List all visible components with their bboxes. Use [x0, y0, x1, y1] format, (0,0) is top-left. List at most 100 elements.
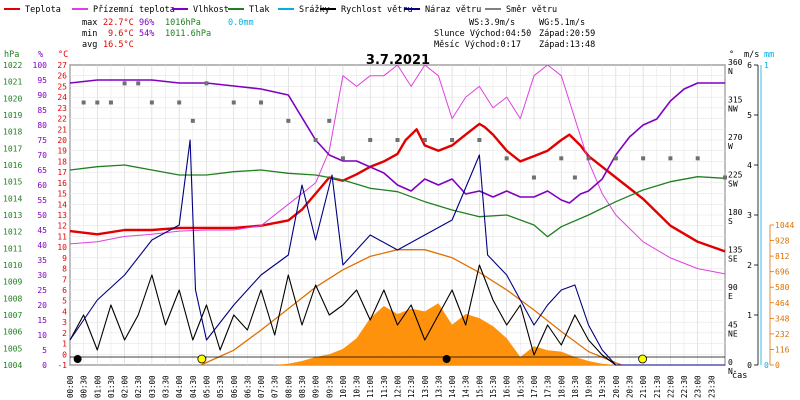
tick-label-time: 10:30	[353, 375, 362, 398]
tick-label-temp: 18	[57, 157, 67, 166]
tick-label-time: 22:00	[666, 375, 675, 398]
tick-label-pct: 45	[37, 226, 47, 235]
tick-label-hpa: 1008	[3, 294, 22, 303]
tick-label-pct: 55	[37, 196, 47, 205]
wind-direction-point	[450, 138, 455, 142]
moonset-marker	[442, 355, 451, 363]
tick-label-time: 15:30	[489, 375, 498, 398]
stat-ws: WS:3.9m/s	[469, 18, 515, 28]
tick-label-dir-compass: N	[728, 367, 733, 376]
tick-label-hpa: 1015	[3, 178, 22, 187]
tick-label-dir: 90	[728, 283, 738, 292]
sunset-marker	[638, 354, 647, 364]
wind-direction-point	[204, 81, 209, 86]
legend-label: Náraz větru	[425, 5, 481, 15]
legend-label: Vlhkost	[193, 5, 229, 15]
tick-label-time: 19:30	[598, 375, 607, 398]
tick-label-rad: 580	[775, 283, 790, 292]
moonrise-marker	[73, 355, 82, 363]
wind-direction-point	[327, 118, 332, 123]
tick-label-dir-compass: SW	[728, 180, 738, 189]
tick-label-time: 00:00	[66, 375, 75, 398]
tick-label-rad: 812	[775, 252, 790, 261]
tick-label-temp: 1	[62, 340, 67, 349]
tick-label-time: 09:00	[312, 375, 321, 398]
tick-label-time: 22:30	[680, 375, 689, 398]
stat-precip: 0.0mm	[228, 18, 254, 28]
tick-label-hpa: 1022	[3, 61, 22, 70]
tick-label-temp: 0	[62, 350, 67, 359]
tick-label-hpa: 1021	[3, 78, 22, 87]
tick-label-rad: 232	[775, 330, 790, 339]
tick-label-temp: 4	[62, 307, 67, 316]
unit-hpa: hPa	[4, 50, 19, 60]
tick-label-time: 23:30	[707, 375, 716, 398]
tick-label-time: 11:00	[366, 375, 375, 398]
legend: Teplota Přízemní teplota Vlhkost Tlak Srážky…	[4, 5, 557, 15]
tick-label-time: 10:00	[339, 375, 348, 398]
stat-max-press: 1016hPa	[165, 18, 201, 28]
tick-label-time: 18:00	[557, 375, 566, 398]
stat-min-hum: 54%	[139, 29, 154, 39]
tick-label-temp: 8	[62, 265, 67, 274]
tick-label-pct: 15	[37, 316, 47, 325]
tick-label-pct: 40	[37, 241, 47, 250]
axis-ms: 0 1 2 3 4 5 6	[747, 61, 759, 370]
unit-dir: °	[729, 50, 734, 60]
wind-direction-point	[559, 156, 564, 161]
tick-label-hpa: 1007	[3, 311, 22, 320]
tick-label-temp: 27	[57, 61, 67, 70]
tick-label-time: 16:00	[503, 375, 512, 398]
tick-label-ms: 1	[747, 311, 752, 320]
tick-label-temp: 14	[57, 200, 67, 209]
tick-label-hpa: 1018	[3, 128, 22, 137]
tick-label-hpa: 1005	[3, 344, 22, 353]
tick-label-pct: 60	[37, 181, 47, 190]
tick-label-temp: 21	[57, 125, 67, 134]
sunrise-marker	[197, 354, 207, 364]
unit-ms: m/s	[744, 50, 759, 60]
chart-marks	[69, 64, 727, 366]
tick-label-temp: 17	[57, 168, 67, 177]
wind-direction-point	[641, 156, 646, 161]
tick-label-time: 21:30	[653, 375, 662, 398]
tick-label-time: 00:30	[80, 375, 89, 398]
tick-label-hpa: 1012	[3, 228, 22, 237]
chart-title: 3.7.2021	[366, 53, 430, 68]
tick-label-dir-compass: S	[728, 217, 733, 226]
tick-label-time: 18:30	[571, 375, 580, 398]
series-line-rychlost-v-tru	[69, 264, 725, 366]
wind-direction-point	[95, 100, 100, 105]
tick-label-rad: 116	[775, 345, 790, 354]
tick-label-dir: 135	[728, 246, 743, 255]
tick-label-pct: 10	[37, 331, 47, 340]
tick-label-time: 12:00	[394, 375, 403, 398]
tick-label-ms: 4	[747, 161, 752, 170]
wind-direction-point	[231, 100, 236, 105]
tick-label-dir: 180	[728, 208, 743, 217]
legend-label: Teplota	[25, 5, 61, 15]
wind-direction-point	[613, 156, 618, 161]
tick-label-time: 08:00	[284, 375, 293, 398]
tick-label-time: 20:30	[625, 375, 634, 398]
wind-direction-point	[122, 81, 127, 86]
tick-label-hpa: 1020	[3, 94, 22, 103]
wind-direction-point	[136, 81, 141, 86]
tick-label-time: 06:00	[230, 375, 239, 398]
tick-label-hpa: 1006	[3, 328, 22, 337]
tick-label-hpa: 1010	[3, 261, 22, 270]
wind-direction-point	[572, 175, 577, 180]
tick-label-time: 17:00	[530, 375, 539, 398]
tick-label-time: 12:30	[407, 375, 416, 398]
tick-label-dir-compass: W	[728, 142, 733, 151]
tick-label-temp: 2	[62, 329, 67, 338]
tick-label-time: 07:30	[271, 375, 280, 398]
tick-label-dir-compass: N	[728, 67, 733, 76]
wind-direction-point	[395, 138, 400, 142]
tick-label-time: 05:30	[216, 375, 225, 398]
tick-label-time: 09:30	[325, 375, 334, 398]
tick-label-time: 14:00	[448, 375, 457, 398]
tick-label-pct: 100	[33, 61, 48, 70]
stat-min-temp: 9.6°C	[108, 29, 134, 39]
